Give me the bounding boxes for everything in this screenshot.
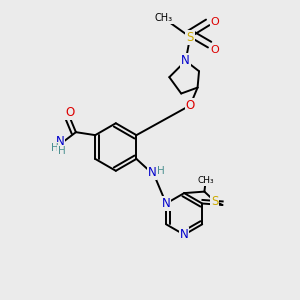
Text: O: O bbox=[65, 106, 75, 119]
Text: H: H bbox=[51, 143, 59, 153]
Text: N: N bbox=[180, 228, 189, 241]
Text: H: H bbox=[157, 166, 165, 176]
Text: H: H bbox=[157, 166, 165, 176]
Text: H: H bbox=[58, 146, 66, 156]
Text: N: N bbox=[148, 166, 156, 179]
Text: O: O bbox=[210, 17, 219, 27]
Text: N: N bbox=[148, 166, 156, 179]
Text: N: N bbox=[162, 197, 170, 210]
Text: S: S bbox=[211, 195, 218, 208]
Text: O: O bbox=[210, 45, 219, 55]
Text: CH₃: CH₃ bbox=[155, 13, 173, 23]
Text: N: N bbox=[56, 135, 64, 148]
Text: N: N bbox=[181, 54, 190, 67]
Text: S: S bbox=[186, 31, 194, 44]
Text: O: O bbox=[185, 99, 195, 112]
Text: CH₃: CH₃ bbox=[198, 176, 214, 185]
